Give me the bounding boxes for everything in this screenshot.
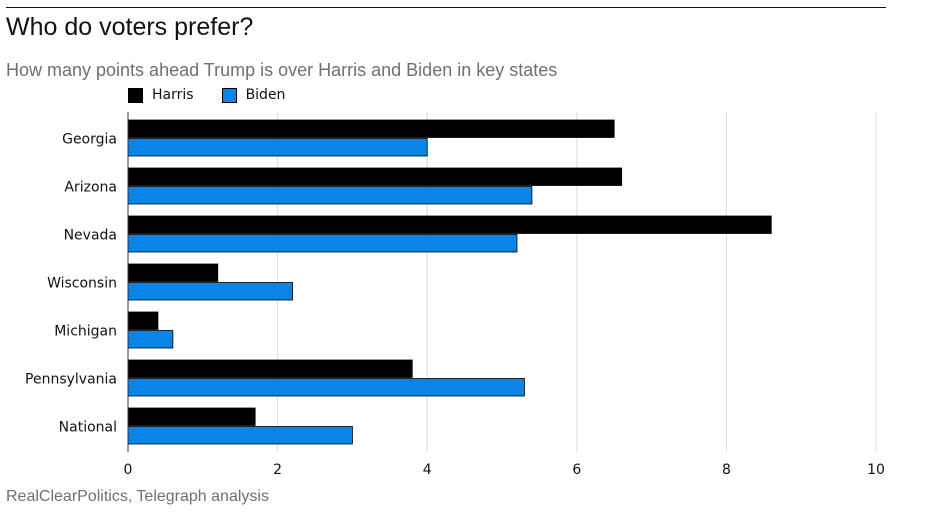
legend-item-harris: Harris — [128, 87, 194, 103]
bar-biden-nevada — [127, 234, 518, 253]
legend-label-harris: Harris — [152, 87, 194, 103]
category-label-michigan: Michigan — [54, 324, 117, 340]
category-label-pennsylvania: Pennsylvania — [25, 372, 117, 388]
legend: Harris Biden — [128, 87, 313, 103]
x-tick-label-0: 0 — [124, 462, 133, 478]
bar-biden-arizona — [127, 186, 533, 205]
legend-label-biden: Biden — [245, 87, 286, 103]
x-tick-label-10: 10 — [867, 462, 885, 478]
category-label-arizona: Arizona — [64, 180, 117, 196]
category-label-national: National — [59, 420, 117, 436]
bar-biden-pennsylvania — [127, 378, 525, 397]
bar-biden-michigan — [127, 330, 174, 349]
legend-swatch-biden — [221, 87, 237, 103]
bar-harris-michigan — [127, 311, 159, 330]
category-label-georgia: Georgia — [62, 132, 117, 148]
category-label-nevada: Nevada — [64, 228, 117, 244]
bar-harris-arizona — [127, 167, 623, 186]
x-tick-label-2: 2 — [273, 462, 282, 478]
source-note: RealClearPolitics, Telegraph analysis — [6, 488, 269, 505]
bar-biden-georgia — [127, 138, 428, 157]
legend-item-biden: Biden — [221, 87, 286, 103]
bar-biden-wisconsin — [127, 282, 293, 301]
bar-harris-pennsylvania — [127, 359, 413, 378]
x-tick-label-4: 4 — [423, 462, 432, 478]
bar-harris-georgia — [127, 119, 615, 138]
bar-harris-wisconsin — [127, 263, 219, 282]
chart-title: Who do voters prefer? — [6, 13, 254, 41]
x-tick-label-8: 8 — [722, 462, 731, 478]
bar-harris-nevada — [127, 215, 772, 234]
bar-harris-national — [127, 407, 256, 426]
category-label-wisconsin: Wisconsin — [47, 276, 117, 292]
bar-biden-national — [127, 426, 353, 445]
x-tick-label-6: 6 — [572, 462, 581, 478]
legend-swatch-harris — [128, 87, 143, 103]
top-rule — [6, 7, 886, 8]
chart-subtitle: How many points ahead Trump is over Harr… — [6, 60, 558, 80]
